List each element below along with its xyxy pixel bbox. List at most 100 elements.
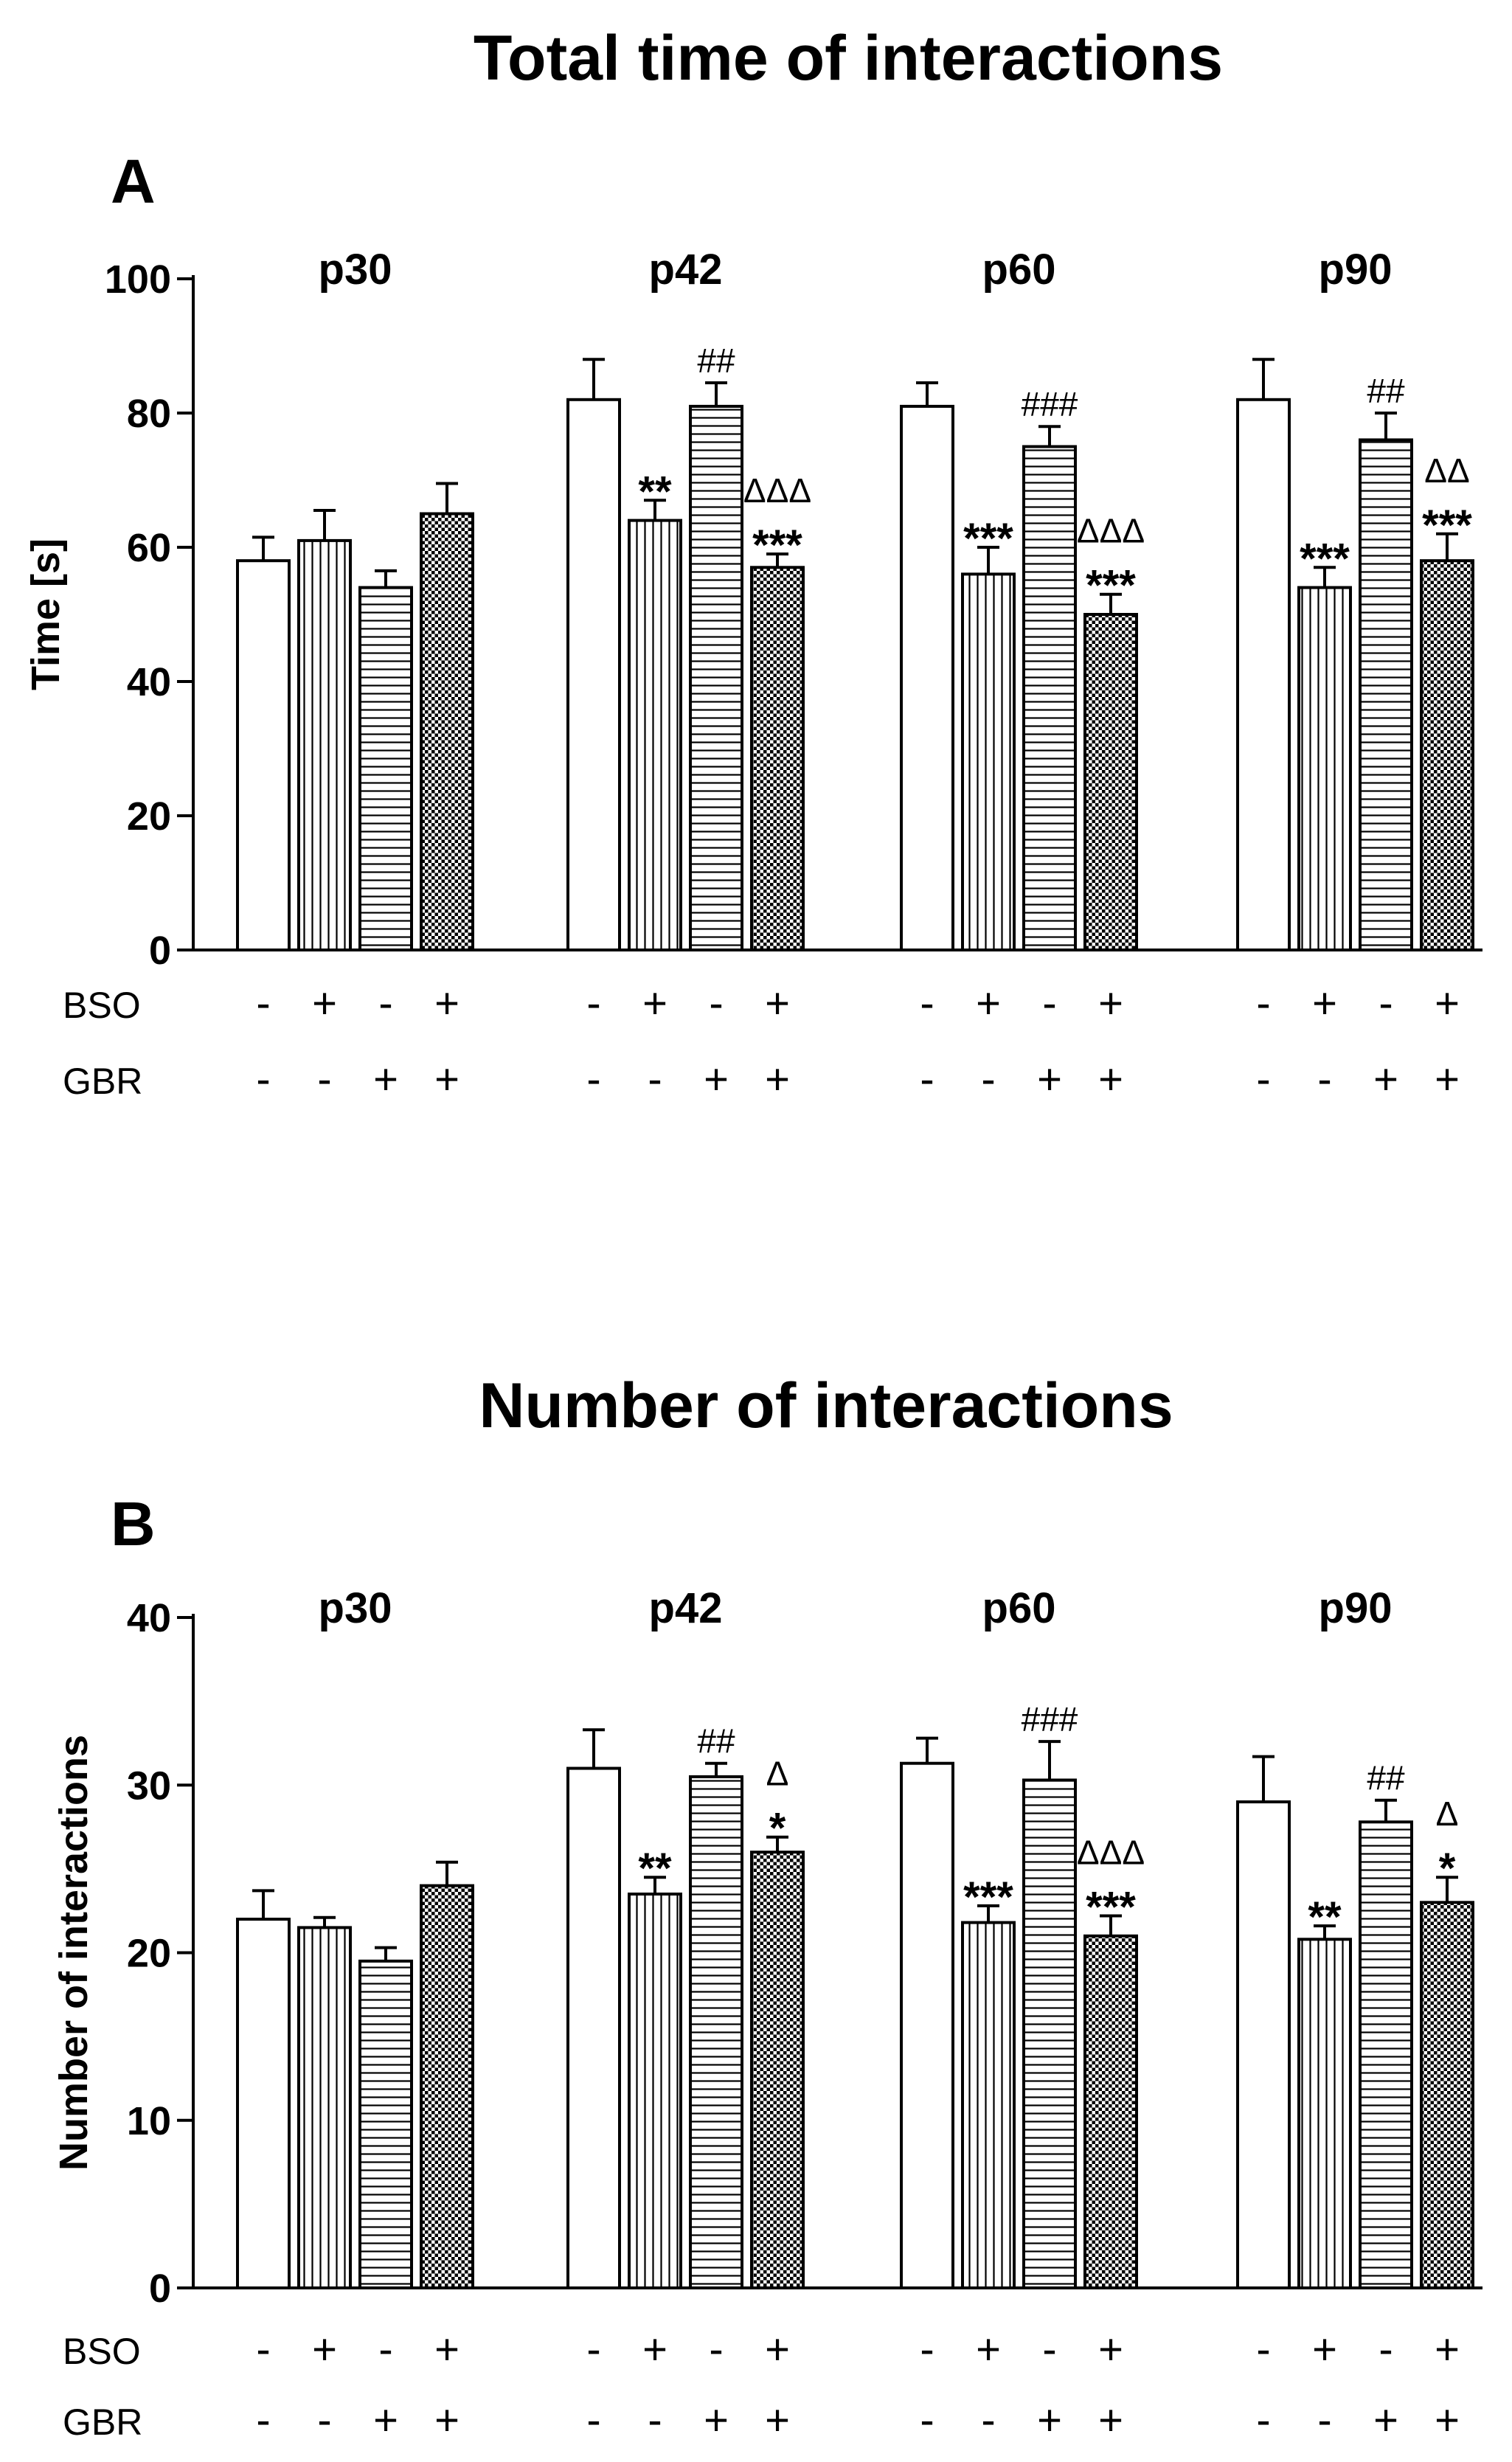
panel-a-treatment-sign-bso: + xyxy=(312,979,337,1027)
panel-b-treatment-sign-bso: - xyxy=(920,2326,934,2373)
panel-a-treatment-sign-gbr: + xyxy=(1435,1055,1460,1103)
panel-b-y-tick-label: 40 xyxy=(127,1596,171,1640)
panel-b-treatment-sign-gbr: - xyxy=(1317,2396,1331,2444)
panel-a-significance-mark: ΔΔΔ xyxy=(743,471,811,510)
panel-a-bar-p60-1 xyxy=(900,404,954,951)
panel-b-bar-p30-4 xyxy=(420,1884,474,2290)
panel-a-treatment-sign-gbr: + xyxy=(434,1055,460,1103)
panel-b-bar-p60-1 xyxy=(900,1761,954,2289)
panel-a-bar-p30-4 xyxy=(420,512,474,951)
panel-b-bar-p30-2 xyxy=(297,1926,352,2290)
panel-b-significance-mark: ΔΔΔ xyxy=(1077,1834,1145,1872)
panel-b-treatment-sign-gbr: - xyxy=(920,2396,934,2444)
panel-a-treatment-sign-gbr: + xyxy=(1098,1055,1123,1103)
panel-a-y-tick-label: 40 xyxy=(127,660,171,704)
panel-a-bar-p30-3 xyxy=(358,586,413,951)
panel-a-treatment-label-bso: BSO xyxy=(63,985,141,1026)
panel-a-significance-mark: ## xyxy=(697,341,735,380)
panel-a-significance-mark: ## xyxy=(1367,372,1405,410)
panel-b-treatment-sign-gbr: + xyxy=(1435,2396,1460,2444)
panel-b-group-label-p90: p90 xyxy=(1319,1584,1393,1632)
panel-b-significance-mark: Δ xyxy=(766,1755,789,1793)
panel-a-treatment-sign-gbr: + xyxy=(373,1055,398,1103)
panel-a-bar-p90-4 xyxy=(1420,559,1474,951)
panel-b-significance-mark: ### xyxy=(1022,1700,1078,1738)
panel-b-group-label-p60: p60 xyxy=(982,1584,1056,1632)
panel-b-y-tick-label: 0 xyxy=(149,2267,171,2311)
panel-a-y-axis-label: Time [s] xyxy=(24,538,68,690)
panel-a-treatment-sign-gbr: - xyxy=(981,1055,995,1103)
panel-a-treatment-sign-gbr: - xyxy=(1256,1055,1270,1103)
panel-b-bar-p60-3 xyxy=(1022,1778,1077,2290)
panel-b-treatment-sign-bso: - xyxy=(256,2326,270,2373)
panel-a-treatment-sign-bso: - xyxy=(709,979,723,1027)
panel-a-treatment-sign-gbr: - xyxy=(256,1055,270,1103)
panel-a-treatment-sign-gbr: - xyxy=(920,1055,934,1103)
panel-a-treatment-sign-bso: - xyxy=(1042,979,1056,1027)
panel-a-y-tick-label: 100 xyxy=(105,257,171,302)
panel-a-significance-mark: ΔΔ xyxy=(1424,451,1469,490)
panel-a-bar-p30-1 xyxy=(236,559,291,951)
panel-a-significance-mark: *** xyxy=(1422,502,1472,549)
panel-b-significance-mark: ** xyxy=(638,1845,672,1893)
panel-a-significance-mark: *** xyxy=(1086,562,1136,610)
panel-a-treatment-sign-bso: - xyxy=(586,979,600,1027)
panel-a-treatment-sign-bso: - xyxy=(920,979,934,1027)
panel-b-treatment-sign-gbr: - xyxy=(981,2396,995,2444)
panel-a-group-label-p30: p30 xyxy=(319,246,392,294)
panel-b-treatment-sign-gbr: + xyxy=(373,2396,398,2444)
panel-b-bar-p42-3 xyxy=(689,1775,743,2289)
panel-a-treatment-sign-gbr: - xyxy=(317,1055,331,1103)
panel-b-significance-mark: *** xyxy=(963,1873,1013,1921)
panel-b-treatment-sign-bso: + xyxy=(1098,2326,1123,2373)
panel-b-bar-p60-4 xyxy=(1083,1934,1138,2289)
panel-b-bar-p42-1 xyxy=(566,1766,621,2289)
panel-a-bar-p90-2 xyxy=(1297,586,1352,951)
panel-a-group-label-p42: p42 xyxy=(649,246,723,294)
panel-b-title: Number of interactions xyxy=(479,1370,1173,1441)
panel-a-significance-mark: *** xyxy=(752,521,802,569)
panel-b-significance-mark: ## xyxy=(697,1722,735,1761)
panel-b-treatment-sign-gbr: + xyxy=(704,2396,729,2444)
panel-b-treatment-sign-bso: - xyxy=(1379,2326,1393,2373)
panel-a-treatment-sign-bso: - xyxy=(1256,979,1270,1027)
panel-a-treatment-sign-gbr: + xyxy=(765,1055,790,1103)
panel-a-significance-mark: ### xyxy=(1022,385,1078,423)
panel-a-treatment-sign-gbr: + xyxy=(1037,1055,1062,1103)
panel-a-treatment-sign-bso: + xyxy=(642,979,667,1027)
panel-b-treatment-sign-gbr: - xyxy=(1256,2396,1270,2444)
panel-b-treatment-sign-gbr: - xyxy=(317,2396,331,2444)
panel-b-treatment-sign-bso: + xyxy=(976,2326,1001,2373)
panel-a-y-tick-label: 80 xyxy=(127,392,171,436)
panel-b-treatment-sign-bso: + xyxy=(1435,2326,1460,2373)
panel-a-significance-mark: *** xyxy=(963,515,1013,563)
panel-a-bar-p42-3 xyxy=(689,404,743,951)
panel-b-treatment-label-bso: BSO xyxy=(63,2331,141,2372)
panel-a-treatment-sign-gbr: + xyxy=(1373,1055,1398,1103)
panel-b-bar-p90-3 xyxy=(1359,1820,1413,2290)
panel-a-treatment-sign-gbr: - xyxy=(648,1055,662,1103)
panel-a-letter: A xyxy=(111,147,156,216)
panel-b-bar-p30-1 xyxy=(236,1918,291,2290)
panel-b-treatment-sign-gbr: - xyxy=(586,2396,600,2444)
panel-b-treatment-sign-gbr: - xyxy=(648,2396,662,2444)
panel-a-bar-p90-1 xyxy=(1236,398,1291,951)
panel-b-significance-mark: ## xyxy=(1367,1759,1405,1797)
panel-a-bar-p60-3 xyxy=(1022,445,1077,951)
panel-b-treatment-sign-bso: + xyxy=(765,2326,790,2373)
panel-a-significance-mark: ΔΔΔ xyxy=(1077,512,1145,550)
panel-b-treatment-sign-gbr: + xyxy=(765,2396,790,2444)
panel-b-bar-p60-2 xyxy=(961,1921,1016,2289)
panel-b-treatment-sign-bso: + xyxy=(642,2326,667,2373)
panel-a-significance-mark: ** xyxy=(638,468,672,516)
panel-a-significance-mark: *** xyxy=(1300,535,1350,583)
panel-b-treatment-sign-bso: + xyxy=(1312,2326,1337,2373)
panel-b-significance-mark: * xyxy=(1439,1845,1456,1893)
panel-b-bar-p42-4 xyxy=(750,1851,805,2289)
panel-b-treatment-sign-bso: - xyxy=(586,2326,600,2373)
panel-b-y-tick-label: 20 xyxy=(127,1932,171,1976)
panel-b-treatment-sign-gbr: + xyxy=(1098,2396,1123,2444)
